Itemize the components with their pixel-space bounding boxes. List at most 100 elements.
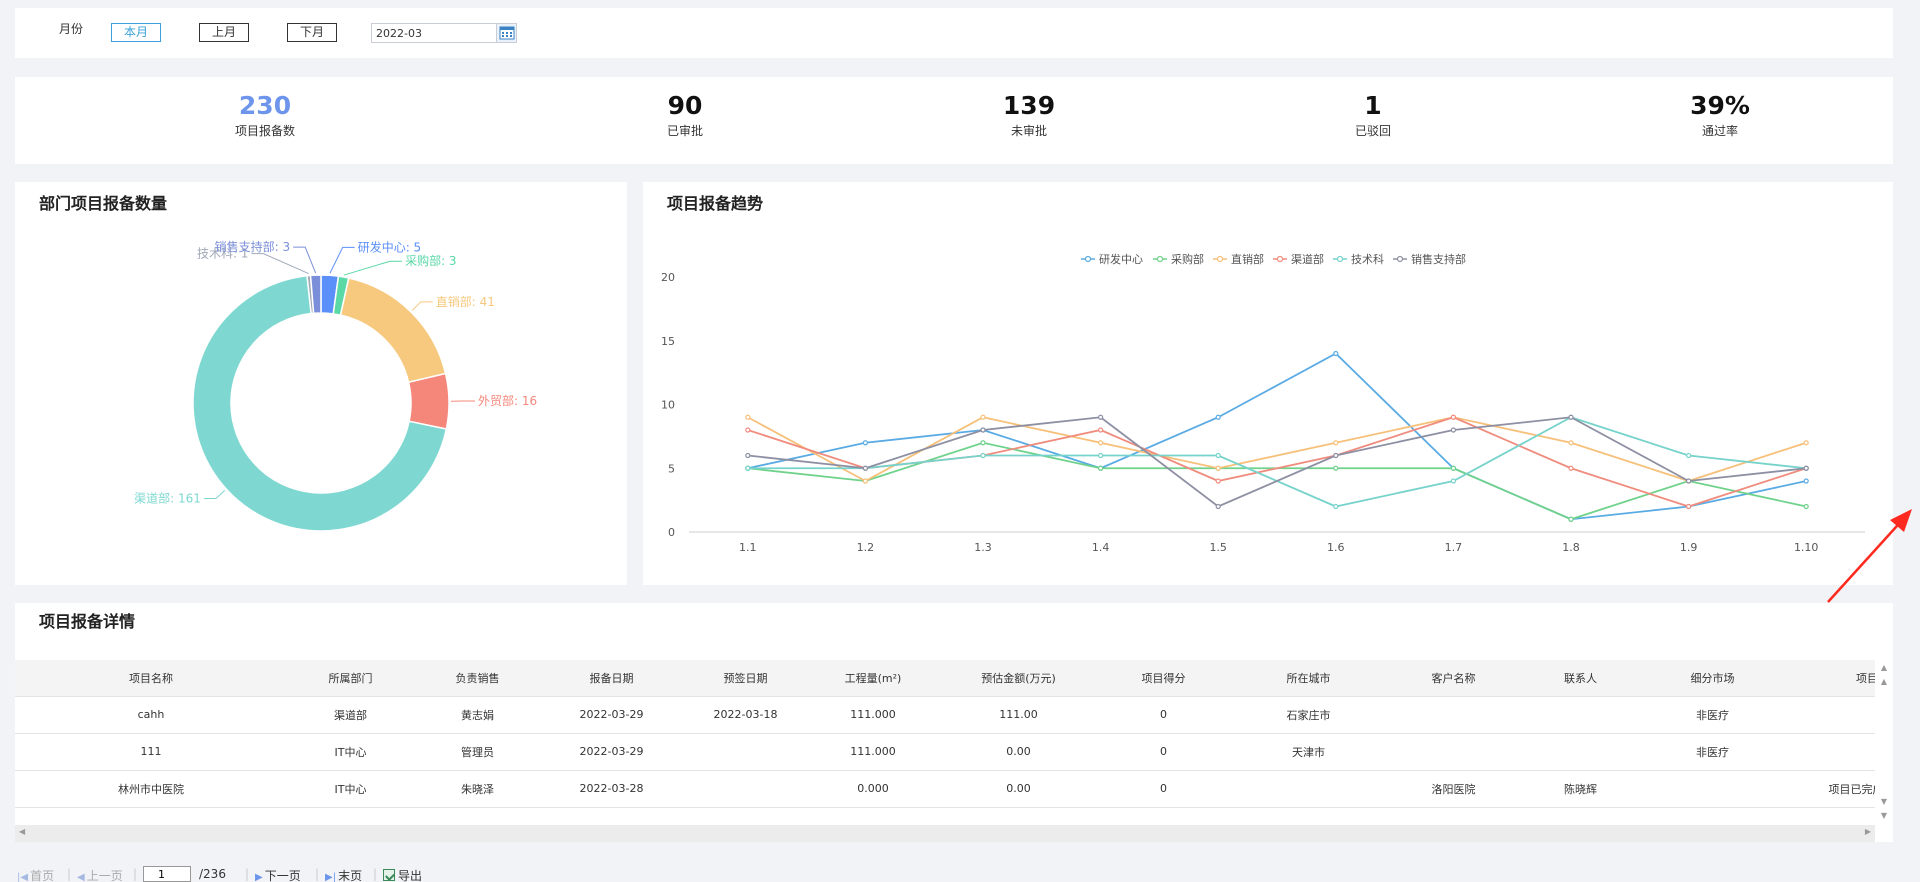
data-point[interactable] (1215, 478, 1221, 484)
data-point[interactable] (1098, 465, 1104, 471)
chart-title: 部门项目报备数量 (39, 194, 168, 213)
legend-item-3[interactable]: 渠道部 (1273, 252, 1324, 266)
column-header[interactable]: 所在城市 (1227, 660, 1390, 697)
table-cell: 0 (1100, 770, 1227, 808)
first-page-button[interactable]: |◀ 首页 (17, 867, 54, 882)
series-line-2[interactable] (747, 416, 1807, 483)
column-header[interactable]: 项目名称 (15, 660, 287, 697)
column-header[interactable]: 负责销售 (414, 660, 541, 697)
data-point[interactable] (745, 452, 751, 459)
data-point[interactable] (1685, 452, 1692, 459)
legend-item-2[interactable]: 直销部 (1213, 252, 1264, 266)
table-vertical-scrollbar[interactable]: ▲ ▲ ▼ ▼ (1875, 660, 1893, 825)
legend-item-5[interactable]: 销售支持部 (1393, 252, 1466, 266)
last-page-button[interactable]: ▶| 末页 (325, 867, 362, 882)
scroll-bottom-icon[interactable]: ▼ (1880, 811, 1888, 820)
last-month-button[interactable]: 上月 (199, 23, 249, 42)
data-point[interactable] (980, 427, 986, 433)
legend-item-0[interactable]: 研发中心 (1081, 252, 1143, 266)
export-button[interactable]: 导出 (383, 867, 422, 882)
table-horizontal-scrollbar[interactable]: ◀ ▶ (15, 825, 1875, 842)
data-point[interactable] (1803, 465, 1809, 471)
data-point[interactable] (1685, 478, 1692, 484)
scroll-up-icon[interactable]: ▲ (1880, 677, 1888, 686)
data-point[interactable] (1803, 440, 1809, 446)
data-point[interactable] (1333, 440, 1339, 446)
stat-label: 已驳回 (1354, 124, 1391, 138)
column-header[interactable]: 项目得分 (1100, 660, 1227, 697)
donut-slice-4[interactable] (192, 274, 448, 532)
table-row[interactable]: 111 IT中心 管理员 2022-03-29 111.000 0.00 0 天… (15, 733, 1875, 771)
column-header[interactable]: 报备日期 (541, 660, 682, 697)
data-point[interactable] (1568, 414, 1574, 420)
legend-item-1[interactable]: 采购部 (1153, 252, 1204, 266)
prev-page-button[interactable]: ◀ 上一页 (77, 867, 123, 882)
data-point[interactable] (1685, 503, 1692, 510)
data-point[interactable] (980, 440, 986, 446)
data-point[interactable] (1450, 414, 1457, 420)
data-point[interactable] (1568, 440, 1574, 446)
column-header[interactable]: 预估金额(万元) (937, 660, 1100, 697)
data-point[interactable] (1098, 427, 1104, 433)
next-month-button[interactable]: 下月 (287, 23, 337, 42)
x-tick-label: 1.10 (1794, 541, 1819, 554)
data-point[interactable] (862, 440, 868, 446)
data-point[interactable] (1098, 440, 1104, 446)
next-page-icon: ▶ (255, 872, 263, 882)
scroll-left-icon[interactable]: ◀ (19, 827, 26, 836)
data-point[interactable] (1333, 452, 1339, 459)
data-point[interactable] (1215, 452, 1221, 459)
table-cell: 111.00 (937, 696, 1100, 734)
month-input[interactable] (372, 24, 496, 42)
data-point[interactable] (862, 465, 868, 471)
column-header[interactable]: 预签日期 (682, 660, 809, 697)
donut-label: 技术科: 1 (197, 247, 249, 261)
data-point[interactable] (1450, 465, 1457, 471)
donut-slice-6[interactable] (309, 274, 322, 315)
next-page-button[interactable]: ▶ 下一页 (255, 867, 301, 882)
column-header[interactable]: 工程量(m²) (809, 660, 937, 697)
column-header[interactable]: 客户名称 (1390, 660, 1517, 697)
page-number-input[interactable] (143, 866, 191, 882)
series-line-0[interactable] (747, 352, 1807, 521)
column-header[interactable]: 所属部门 (287, 660, 414, 697)
scroll-right-icon[interactable]: ▶ (1864, 827, 1871, 836)
column-header[interactable]: 联系人 (1517, 660, 1644, 697)
table-cell: 陈晓辉 (1517, 770, 1644, 808)
data-point[interactable] (1568, 516, 1574, 522)
data-point[interactable] (1215, 503, 1221, 510)
data-point[interactable] (1333, 503, 1339, 510)
column-header[interactable]: 细分市场 (1644, 660, 1781, 697)
data-point[interactable] (1333, 465, 1339, 471)
data-point[interactable] (1803, 478, 1809, 484)
column-header[interactable]: 项目动态 (1781, 660, 1875, 697)
scroll-down-icon[interactable]: ▼ (1880, 797, 1888, 806)
data-point[interactable] (1333, 350, 1339, 357)
stat-value: 139 (1002, 91, 1056, 120)
data-point[interactable] (980, 452, 986, 459)
donut-slice-2[interactable] (339, 277, 447, 384)
table-row[interactable]: 林州市中医院 IT中心 朱晓泽 2022-03-28 0.000 0.00 0 … (15, 770, 1875, 808)
data-point[interactable] (1568, 465, 1574, 471)
data-point[interactable] (1098, 452, 1104, 459)
data-point[interactable] (1803, 503, 1809, 510)
data-point[interactable] (745, 414, 751, 420)
x-tick-label: 1.2 (857, 541, 875, 554)
data-point[interactable] (1450, 427, 1457, 433)
data-point[interactable] (862, 478, 868, 484)
data-point[interactable] (1215, 414, 1221, 420)
scroll-top-icon[interactable]: ▲ (1880, 663, 1888, 672)
series-line-3[interactable] (747, 416, 1807, 508)
data-point[interactable] (745, 427, 751, 433)
this-month-button[interactable]: 本月 (111, 23, 161, 42)
table-row[interactable]: cahh 渠道部 黄志娟 2022-03-29 2022-03-18 111.0… (15, 696, 1875, 734)
legend-item-4[interactable]: 技术科 (1333, 252, 1384, 266)
series-line-5[interactable] (747, 416, 1807, 508)
data-point[interactable] (980, 414, 986, 420)
calendar-icon[interactable] (496, 24, 516, 42)
data-point[interactable] (745, 465, 751, 471)
data-point[interactable] (1098, 414, 1104, 420)
donut-slice-3[interactable] (407, 372, 450, 430)
data-point[interactable] (1450, 478, 1457, 484)
data-point[interactable] (1215, 465, 1221, 471)
